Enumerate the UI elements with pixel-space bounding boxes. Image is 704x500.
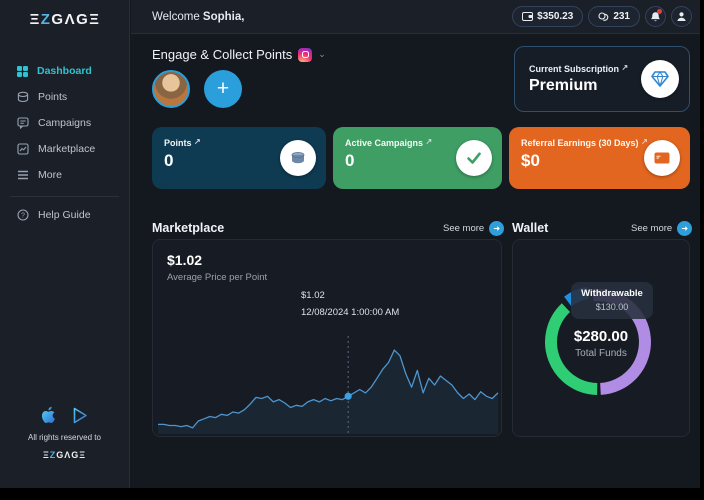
top-bar: Welcome Sophia, $350.23 231 bbox=[131, 0, 700, 34]
google-play-icon[interactable] bbox=[73, 407, 88, 424]
logo-z: Z bbox=[40, 11, 52, 28]
sidebar-item-points[interactable]: Points bbox=[0, 84, 129, 110]
wallet-icon bbox=[522, 12, 534, 21]
marketplace-see-more[interactable]: See more ➜ bbox=[443, 221, 505, 236]
marketplace-chart-card: $1.02 Average Price per Point $1.02 12/0… bbox=[152, 239, 502, 437]
external-arrow-icon: ↗ bbox=[641, 137, 648, 146]
person-icon bbox=[677, 12, 686, 21]
balance-pill[interactable]: $350.23 bbox=[512, 6, 584, 27]
sidebar-item-label: Points bbox=[38, 91, 68, 103]
external-arrow-icon: ↗ bbox=[425, 137, 433, 146]
header-actions: $350.23 231 bbox=[512, 6, 692, 27]
sidebar-help: ? Help Guide bbox=[0, 202, 129, 228]
user-name: Sophia, bbox=[202, 10, 245, 23]
arrow-right-icon: ➜ bbox=[677, 221, 693, 236]
points-stat-card: Points ↗ 0 bbox=[152, 127, 326, 189]
sidebar-item-label: Dashboard bbox=[37, 65, 92, 77]
sidebar-item-label: Marketplace bbox=[38, 143, 96, 155]
points-stat-value: 0 bbox=[164, 151, 174, 170]
apple-icon[interactable] bbox=[41, 406, 57, 424]
subscription-plan: Premium bbox=[529, 77, 598, 94]
campaigns-stat-value: 0 bbox=[345, 151, 355, 170]
chart-tooltip-price: $1.02 bbox=[301, 290, 325, 301]
sidebar-item-label: More bbox=[38, 169, 62, 181]
ezgage-dashboard: ΞZGΛGΞ Dashboard Points Campaigns Market… bbox=[0, 0, 700, 488]
wallet-tooltip-label: Withdrawable bbox=[581, 288, 643, 299]
wallet-see-more[interactable]: See more ➜ bbox=[631, 221, 693, 236]
coins-icon bbox=[291, 152, 305, 164]
profile-button[interactable] bbox=[671, 6, 692, 27]
sidebar-item-help-guide[interactable]: ? Help Guide bbox=[0, 202, 129, 228]
chevron-down-icon[interactable]: ⌄ bbox=[318, 49, 326, 59]
sidebar-item-label: Help Guide bbox=[38, 209, 91, 221]
welcome-text: Welcome Sophia, bbox=[152, 10, 245, 23]
sidebar: ΞZGΛGΞ Dashboard Points Campaigns Market… bbox=[0, 0, 130, 488]
premium-badge bbox=[641, 60, 679, 98]
points-value: 231 bbox=[613, 11, 630, 22]
sidebar-item-label: Campaigns bbox=[38, 117, 92, 129]
wallet-totals: $280.00 Total Funds bbox=[513, 328, 689, 359]
sidebar-item-more[interactable]: More bbox=[0, 162, 129, 188]
chart-tooltip-date: 12/08/2024 1:00:00 AM bbox=[301, 307, 400, 318]
wallet-tooltip: Withdrawable $130.00 bbox=[571, 282, 653, 319]
balance-value: $350.23 bbox=[537, 11, 574, 22]
referral-earnings-stat-card: Referral Earnings (30 Days) ↗ $0 bbox=[509, 127, 690, 189]
active-campaigns-stat-card: Active Campaigns ↗ 0 bbox=[333, 127, 502, 189]
wallet-tooltip-value: $130.00 bbox=[595, 302, 629, 312]
sidebar-nav: Dashboard Points Campaigns Marketplace M… bbox=[0, 58, 129, 188]
logo-e: Ξ bbox=[29, 11, 41, 28]
more-icon bbox=[18, 170, 28, 180]
referral-stat-value: $0 bbox=[521, 151, 540, 170]
average-price-label: Average Price per Point bbox=[167, 272, 268, 283]
average-price-value: $1.02 bbox=[167, 252, 203, 268]
check-icon bbox=[467, 152, 481, 164]
brand-logo: ΞZGΛGΞ bbox=[0, 11, 130, 28]
sidebar-divider bbox=[10, 196, 119, 197]
price-line-chart[interactable] bbox=[154, 334, 502, 436]
connected-account-avatar[interactable] bbox=[152, 70, 190, 108]
dashboard-icon bbox=[17, 65, 28, 77]
notification-badge bbox=[657, 9, 662, 14]
store-badges bbox=[0, 406, 129, 424]
arrow-right-icon: ➜ bbox=[489, 221, 505, 236]
sidebar-item-marketplace[interactable]: Marketplace bbox=[0, 136, 129, 162]
diamond-icon bbox=[651, 71, 669, 87]
engage-section-title: Engage & Collect Points ⌄ bbox=[152, 47, 326, 62]
campaigns-icon bbox=[17, 117, 29, 129]
subscription-label: Current Subscription ↗ bbox=[529, 63, 629, 74]
wallet-card: Withdrawable $130.00 $280.00 Total Funds bbox=[512, 239, 690, 437]
logo-gage: GΛGΞ bbox=[51, 11, 101, 28]
brand-logo-footer: ΞZGΛGΞ bbox=[42, 450, 87, 460]
marketplace-icon bbox=[17, 143, 29, 155]
coins-icon bbox=[598, 11, 609, 21]
coins-icon bbox=[17, 91, 29, 103]
marketplace-section-title: Marketplace bbox=[152, 221, 225, 235]
points-pill[interactable]: 231 bbox=[588, 6, 640, 27]
subscription-card[interactable]: Current Subscription ↗ Premium bbox=[514, 46, 690, 112]
notifications-button[interactable] bbox=[645, 6, 666, 27]
add-account-button[interactable]: + bbox=[204, 70, 242, 108]
sidebar-item-dashboard[interactable]: Dashboard bbox=[0, 58, 129, 84]
external-arrow-icon: ↗ bbox=[194, 137, 201, 146]
copyright-text: All rights reserved to bbox=[28, 433, 101, 442]
help-icon: ? bbox=[17, 209, 29, 221]
external-arrow-icon: ↗ bbox=[621, 63, 629, 72]
wallet-section-title: Wallet bbox=[512, 221, 549, 235]
sidebar-item-campaigns[interactable]: Campaigns bbox=[0, 110, 129, 136]
total-funds-value: $280.00 bbox=[573, 328, 629, 345]
instagram-icon[interactable] bbox=[298, 47, 313, 62]
svg-text:?: ? bbox=[21, 212, 25, 219]
credit-card-icon bbox=[654, 152, 670, 164]
total-funds-label: Total Funds bbox=[575, 348, 627, 359]
